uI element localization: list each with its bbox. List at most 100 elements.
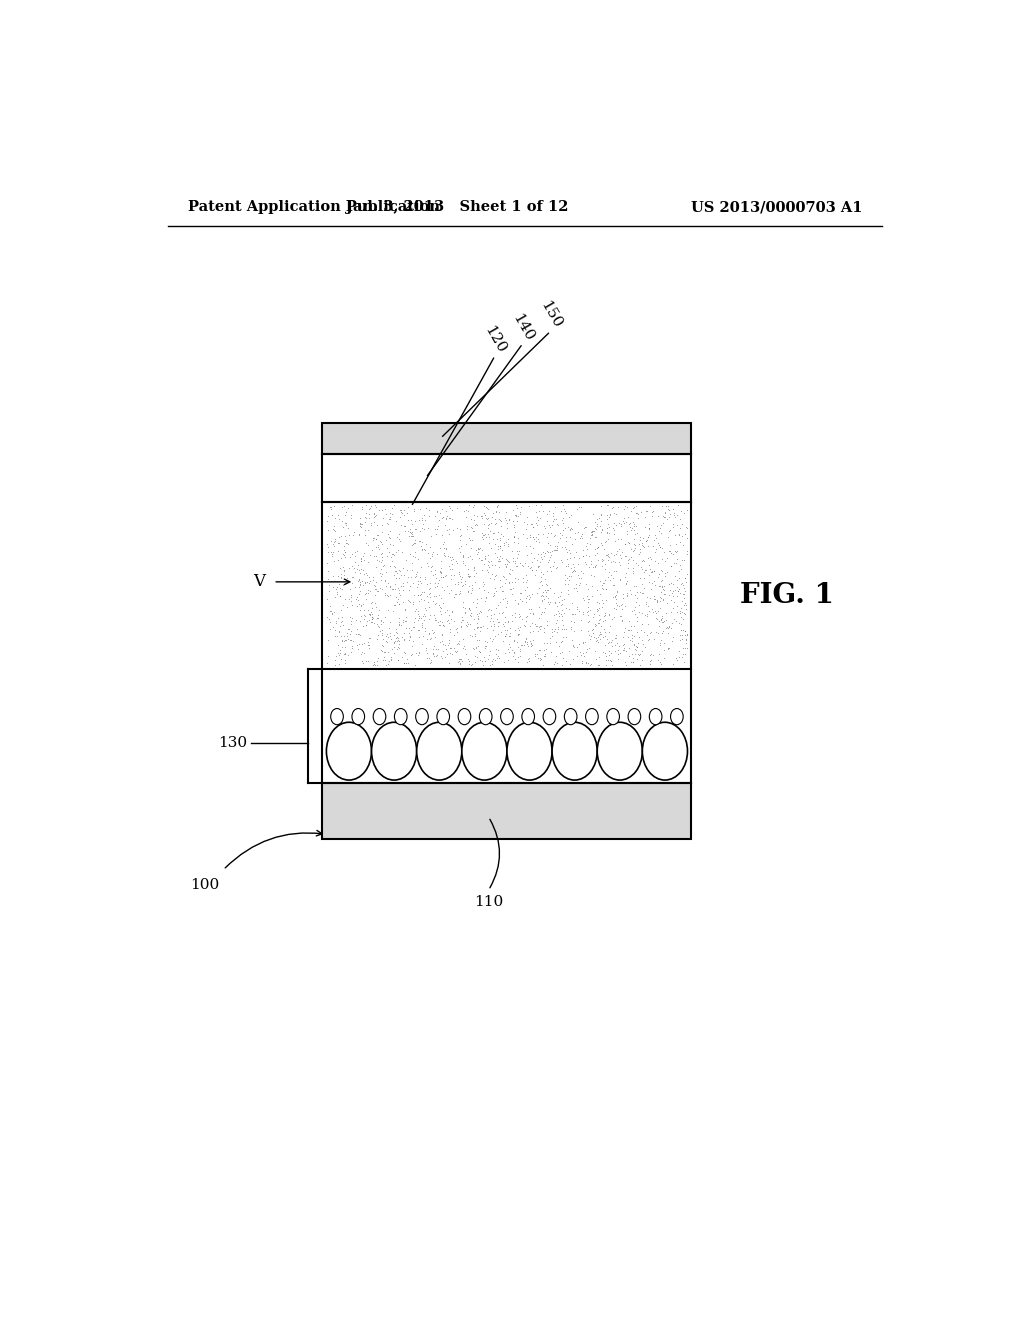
Point bbox=[328, 645, 344, 667]
Point bbox=[497, 507, 513, 528]
Point bbox=[443, 609, 460, 630]
Point bbox=[519, 634, 536, 655]
Point bbox=[387, 574, 403, 595]
Point bbox=[369, 513, 385, 535]
Point bbox=[569, 499, 586, 520]
Point bbox=[600, 631, 616, 652]
Point bbox=[392, 583, 409, 605]
Point bbox=[629, 620, 645, 642]
Point bbox=[353, 516, 370, 537]
Point bbox=[607, 640, 624, 661]
Point bbox=[441, 638, 458, 659]
Point bbox=[394, 610, 411, 631]
Point bbox=[460, 582, 476, 603]
Point bbox=[544, 618, 560, 639]
Point bbox=[447, 583, 464, 605]
Point bbox=[572, 609, 589, 630]
Point bbox=[471, 548, 487, 569]
Point bbox=[498, 597, 514, 618]
Point bbox=[484, 523, 501, 544]
Point bbox=[370, 536, 386, 557]
Point bbox=[400, 653, 417, 675]
Point bbox=[495, 589, 511, 610]
Point bbox=[359, 649, 376, 671]
Point bbox=[518, 519, 535, 540]
Point bbox=[654, 590, 671, 611]
Point bbox=[632, 539, 648, 560]
Point bbox=[455, 651, 471, 672]
Point bbox=[452, 652, 468, 673]
Point bbox=[427, 564, 443, 585]
Point bbox=[455, 628, 471, 649]
Point bbox=[570, 553, 587, 574]
Point bbox=[493, 516, 509, 537]
Point bbox=[641, 524, 657, 545]
Point bbox=[636, 536, 652, 557]
Point bbox=[382, 533, 398, 554]
Point bbox=[516, 614, 532, 635]
Point bbox=[453, 525, 469, 546]
Point bbox=[597, 605, 613, 626]
Point bbox=[677, 568, 693, 589]
Point bbox=[408, 566, 424, 587]
Point bbox=[587, 640, 603, 661]
Point bbox=[572, 561, 589, 582]
Point bbox=[594, 574, 610, 595]
Point bbox=[368, 528, 384, 549]
Point bbox=[640, 527, 656, 548]
Point bbox=[501, 528, 517, 549]
Point bbox=[421, 506, 437, 527]
Point bbox=[651, 634, 668, 655]
Point bbox=[458, 507, 474, 528]
Point bbox=[434, 615, 451, 636]
Point bbox=[587, 539, 603, 560]
Point bbox=[461, 653, 477, 675]
Point bbox=[635, 578, 651, 599]
Point bbox=[464, 624, 480, 645]
Point bbox=[414, 612, 430, 634]
Point bbox=[326, 535, 342, 556]
Point bbox=[599, 508, 615, 529]
Point bbox=[542, 591, 558, 612]
Point bbox=[344, 573, 360, 594]
Point bbox=[354, 642, 371, 663]
Point bbox=[642, 558, 658, 579]
Point bbox=[397, 610, 414, 631]
Point bbox=[447, 640, 464, 661]
Point bbox=[463, 516, 479, 537]
Point bbox=[486, 554, 503, 576]
Point bbox=[354, 545, 371, 566]
Point bbox=[617, 655, 634, 676]
Point bbox=[425, 639, 441, 660]
Point bbox=[461, 597, 477, 618]
Point bbox=[658, 602, 675, 623]
Point bbox=[440, 582, 457, 603]
Point bbox=[523, 543, 540, 564]
Point bbox=[382, 611, 398, 632]
Point bbox=[549, 513, 565, 535]
Point bbox=[323, 601, 339, 622]
Point bbox=[644, 573, 660, 594]
Point bbox=[673, 614, 689, 635]
Point bbox=[600, 566, 616, 587]
Point bbox=[632, 581, 648, 602]
Point bbox=[572, 620, 589, 642]
Point bbox=[460, 648, 476, 669]
Point bbox=[495, 525, 511, 546]
Point bbox=[369, 536, 385, 557]
Point bbox=[413, 573, 429, 594]
Point bbox=[583, 599, 599, 620]
Point bbox=[367, 593, 383, 614]
Point bbox=[523, 583, 540, 605]
Point bbox=[663, 535, 679, 556]
Point bbox=[598, 544, 614, 565]
Point bbox=[408, 546, 424, 568]
Point bbox=[374, 546, 390, 568]
Point bbox=[380, 599, 396, 620]
Point bbox=[651, 564, 668, 585]
Point bbox=[372, 531, 388, 552]
Point bbox=[544, 515, 560, 536]
Point bbox=[633, 557, 649, 578]
Point bbox=[349, 586, 366, 607]
Point bbox=[628, 640, 644, 661]
